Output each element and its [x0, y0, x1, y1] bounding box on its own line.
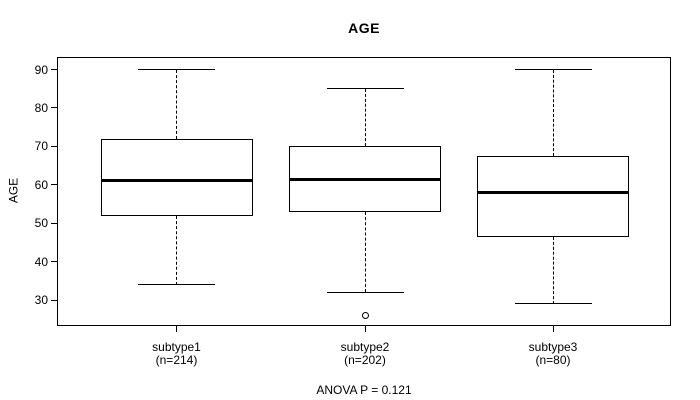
- y-tick-label: 60: [34, 177, 48, 192]
- x-category-label: subtype2: [340, 340, 390, 354]
- lower-whisker-cap: [326, 291, 404, 293]
- plot-area: 30 40 50 60 70 80 90: [35, 57, 671, 332]
- x-category-count: (n=80): [535, 353, 571, 367]
- lower-whisker-line: [552, 236, 554, 304]
- iqr-box: [477, 155, 629, 237]
- upper-whisker-cap: [326, 88, 404, 90]
- y-tick-label: 50: [34, 216, 48, 231]
- x-category-label-group: subtype1 (n=214): [97, 341, 257, 367]
- y-tick-mark: [51, 299, 58, 301]
- x-tick-mark: [176, 325, 177, 332]
- y-tick-mark: [51, 107, 58, 109]
- upper-whisker-cap: [514, 69, 592, 71]
- median-line: [289, 177, 441, 181]
- x-category-label: subtype3: [528, 340, 578, 354]
- x-tick-mark: [364, 325, 366, 332]
- median-line: [477, 190, 629, 194]
- x-tick-mark: [552, 325, 554, 332]
- lower-whisker-line: [364, 211, 366, 293]
- y-tick-mark: [51, 145, 58, 147]
- x-category-label: subtype1: [152, 340, 201, 354]
- lower-whisker-cap: [514, 303, 592, 305]
- y-tick-label: 80: [34, 100, 48, 115]
- y-tick-label: 70: [34, 139, 48, 154]
- y-tick-label: 30: [34, 293, 48, 308]
- y-tick-label: 90: [34, 62, 48, 77]
- y-tick-mark: [51, 261, 58, 263]
- iqr-box: [100, 138, 253, 216]
- upper-whisker-line: [552, 69, 554, 156]
- outlier-point: [361, 311, 369, 319]
- y-tick-mark: [51, 222, 58, 224]
- upper-whisker-line: [176, 69, 177, 139]
- x-category-count: (n=202): [344, 353, 386, 367]
- y-tick-label: 40: [34, 254, 48, 269]
- anova-annotation: ANOVA P = 0.121: [316, 383, 412, 397]
- upper-whisker-line: [364, 88, 366, 147]
- lower-whisker-cap: [138, 284, 215, 286]
- upper-whisker-cap: [138, 69, 215, 71]
- median-line: [100, 179, 253, 183]
- chart-title: AGE: [348, 20, 380, 36]
- y-tick-mark: [51, 69, 58, 71]
- lower-whisker-line: [176, 215, 177, 285]
- x-category-count: (n=214): [155, 353, 198, 367]
- x-category-label-group: subtype2 (n=202): [285, 341, 445, 367]
- y-tick-mark: [51, 184, 58, 186]
- x-category-label-group: subtype3 (n=80): [473, 341, 633, 367]
